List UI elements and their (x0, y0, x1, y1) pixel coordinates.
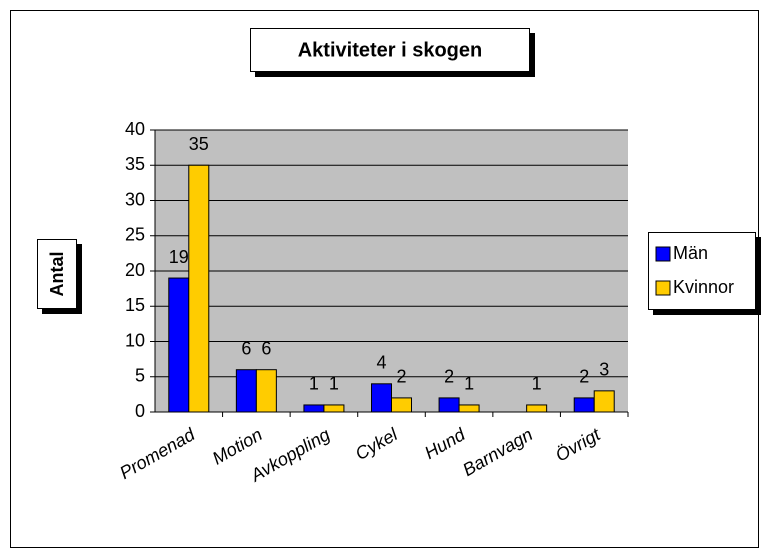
bar (323, 404, 345, 413)
data-label: 3 (599, 360, 609, 380)
y-label-box (37, 239, 77, 309)
data-label: 6 (241, 338, 251, 358)
bar (438, 397, 460, 413)
y-tick-label: 30 (125, 189, 145, 209)
y-tick-label: 5 (135, 366, 145, 386)
bar (168, 277, 190, 413)
y-tick-label: 40 (125, 119, 145, 139)
y-tick-label: 20 (125, 260, 145, 280)
bar (188, 164, 210, 413)
data-label: 1 (309, 374, 319, 394)
legend-box (648, 232, 756, 310)
data-label: 19 (169, 247, 189, 267)
y-tick-label: 25 (125, 225, 145, 245)
bar (391, 397, 412, 413)
legend-swatch (655, 280, 671, 296)
bar (303, 404, 325, 413)
title-box (250, 28, 530, 72)
chart-title: Aktiviteter i skogen (298, 39, 483, 61)
y-tick-label: 10 (125, 330, 145, 350)
data-label: 35 (189, 134, 209, 154)
data-label: 1 (329, 374, 339, 394)
data-label: 1 (464, 374, 474, 394)
data-label: 2 (396, 367, 406, 387)
legend-label: Kvinnor (673, 277, 734, 297)
data-label: 4 (376, 353, 386, 373)
bar (526, 404, 548, 413)
legend-swatch (655, 246, 671, 262)
bar (458, 404, 480, 413)
data-label: 1 (532, 374, 542, 394)
data-label: 2 (579, 367, 589, 387)
bar (235, 369, 257, 413)
data-label: 2 (444, 367, 454, 387)
bar (573, 397, 595, 413)
bar (593, 390, 615, 413)
legend-label: Män (673, 243, 708, 263)
bar (371, 383, 392, 413)
y-tick-label: 15 (125, 295, 145, 315)
data-label: 6 (261, 338, 271, 358)
y-tick-label: 35 (125, 154, 145, 174)
y-tick-label: 0 (135, 401, 145, 421)
bar (255, 369, 277, 413)
y-axis-label: Antal (47, 252, 67, 297)
